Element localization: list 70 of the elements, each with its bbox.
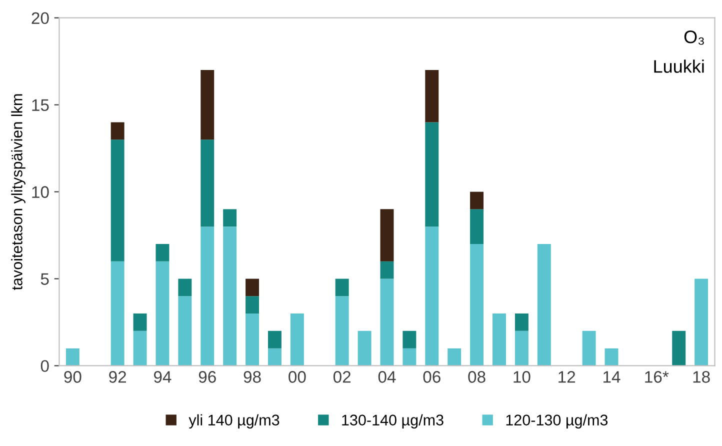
bar bbox=[514, 314, 528, 331]
legend-label: yli 140 µg/m3 bbox=[188, 414, 280, 428]
bar bbox=[492, 314, 506, 366]
bar bbox=[425, 122, 439, 227]
bar bbox=[470, 192, 484, 210]
bar bbox=[672, 330, 686, 366]
bar bbox=[470, 209, 484, 244]
bar bbox=[514, 330, 528, 366]
x-tick-label: 10 bbox=[514, 371, 530, 383]
x-tick-label: 02 bbox=[333, 371, 351, 383]
bar bbox=[178, 278, 192, 296]
legend-label: 120-130 µg/m3 bbox=[506, 414, 608, 428]
bar bbox=[335, 296, 349, 366]
bar bbox=[582, 330, 596, 366]
bar bbox=[402, 330, 416, 348]
bar bbox=[133, 314, 147, 331]
annotation: O₃ bbox=[684, 30, 704, 45]
bar bbox=[223, 226, 237, 366]
x-tick-label: 16* bbox=[645, 371, 669, 383]
bar bbox=[425, 70, 439, 122]
bar bbox=[380, 261, 394, 279]
bar bbox=[200, 70, 214, 140]
bar bbox=[223, 209, 237, 227]
bar bbox=[402, 348, 416, 366]
bar bbox=[358, 330, 372, 366]
bar bbox=[380, 209, 394, 262]
annotation: Luukki bbox=[654, 60, 704, 73]
y-tick-label: 5 bbox=[40, 273, 49, 285]
bar bbox=[537, 244, 551, 366]
bar bbox=[110, 140, 124, 262]
bar bbox=[133, 330, 147, 366]
bar bbox=[694, 278, 708, 366]
x-tick-label: 98 bbox=[244, 371, 261, 383]
y-tick-label: 20 bbox=[32, 12, 49, 24]
x-tick-label: 14 bbox=[604, 371, 620, 383]
y-tick-label: 15 bbox=[32, 99, 49, 112]
bar bbox=[200, 226, 214, 366]
bar bbox=[156, 261, 170, 366]
y-axis-title: tavoitetason ylityspäivien lkm bbox=[11, 94, 26, 290]
x-tick-label: 90 bbox=[64, 371, 82, 383]
bar bbox=[66, 348, 80, 366]
bar bbox=[290, 314, 304, 366]
bar bbox=[200, 140, 214, 227]
bar bbox=[335, 278, 349, 296]
bar bbox=[178, 296, 192, 366]
x-tick-label: 92 bbox=[109, 371, 126, 383]
x-tick-label: 04 bbox=[378, 371, 396, 383]
bar bbox=[470, 244, 484, 366]
x-tick-label: 94 bbox=[154, 371, 172, 383]
bar bbox=[604, 348, 618, 366]
bar bbox=[425, 226, 439, 366]
bar bbox=[448, 348, 462, 366]
x-tick-label: 06 bbox=[423, 371, 440, 383]
legend-label: 130-140 µg/m3 bbox=[342, 414, 444, 428]
bar bbox=[246, 278, 260, 296]
x-tick-label: 00 bbox=[288, 371, 306, 383]
bar bbox=[268, 348, 282, 366]
bar bbox=[156, 244, 170, 262]
bar bbox=[110, 122, 124, 140]
y-tick-label: 10 bbox=[32, 186, 49, 198]
bar bbox=[246, 296, 260, 314]
bar bbox=[380, 278, 394, 366]
bar bbox=[110, 261, 124, 366]
bar bbox=[246, 314, 260, 366]
bar bbox=[268, 330, 282, 348]
x-tick-label: 12 bbox=[558, 371, 576, 383]
x-tick-label: 18 bbox=[693, 371, 710, 383]
x-tick-label: 96 bbox=[198, 371, 216, 383]
x-tick-label: 08 bbox=[468, 371, 486, 383]
y-tick-label: 0 bbox=[40, 360, 49, 372]
